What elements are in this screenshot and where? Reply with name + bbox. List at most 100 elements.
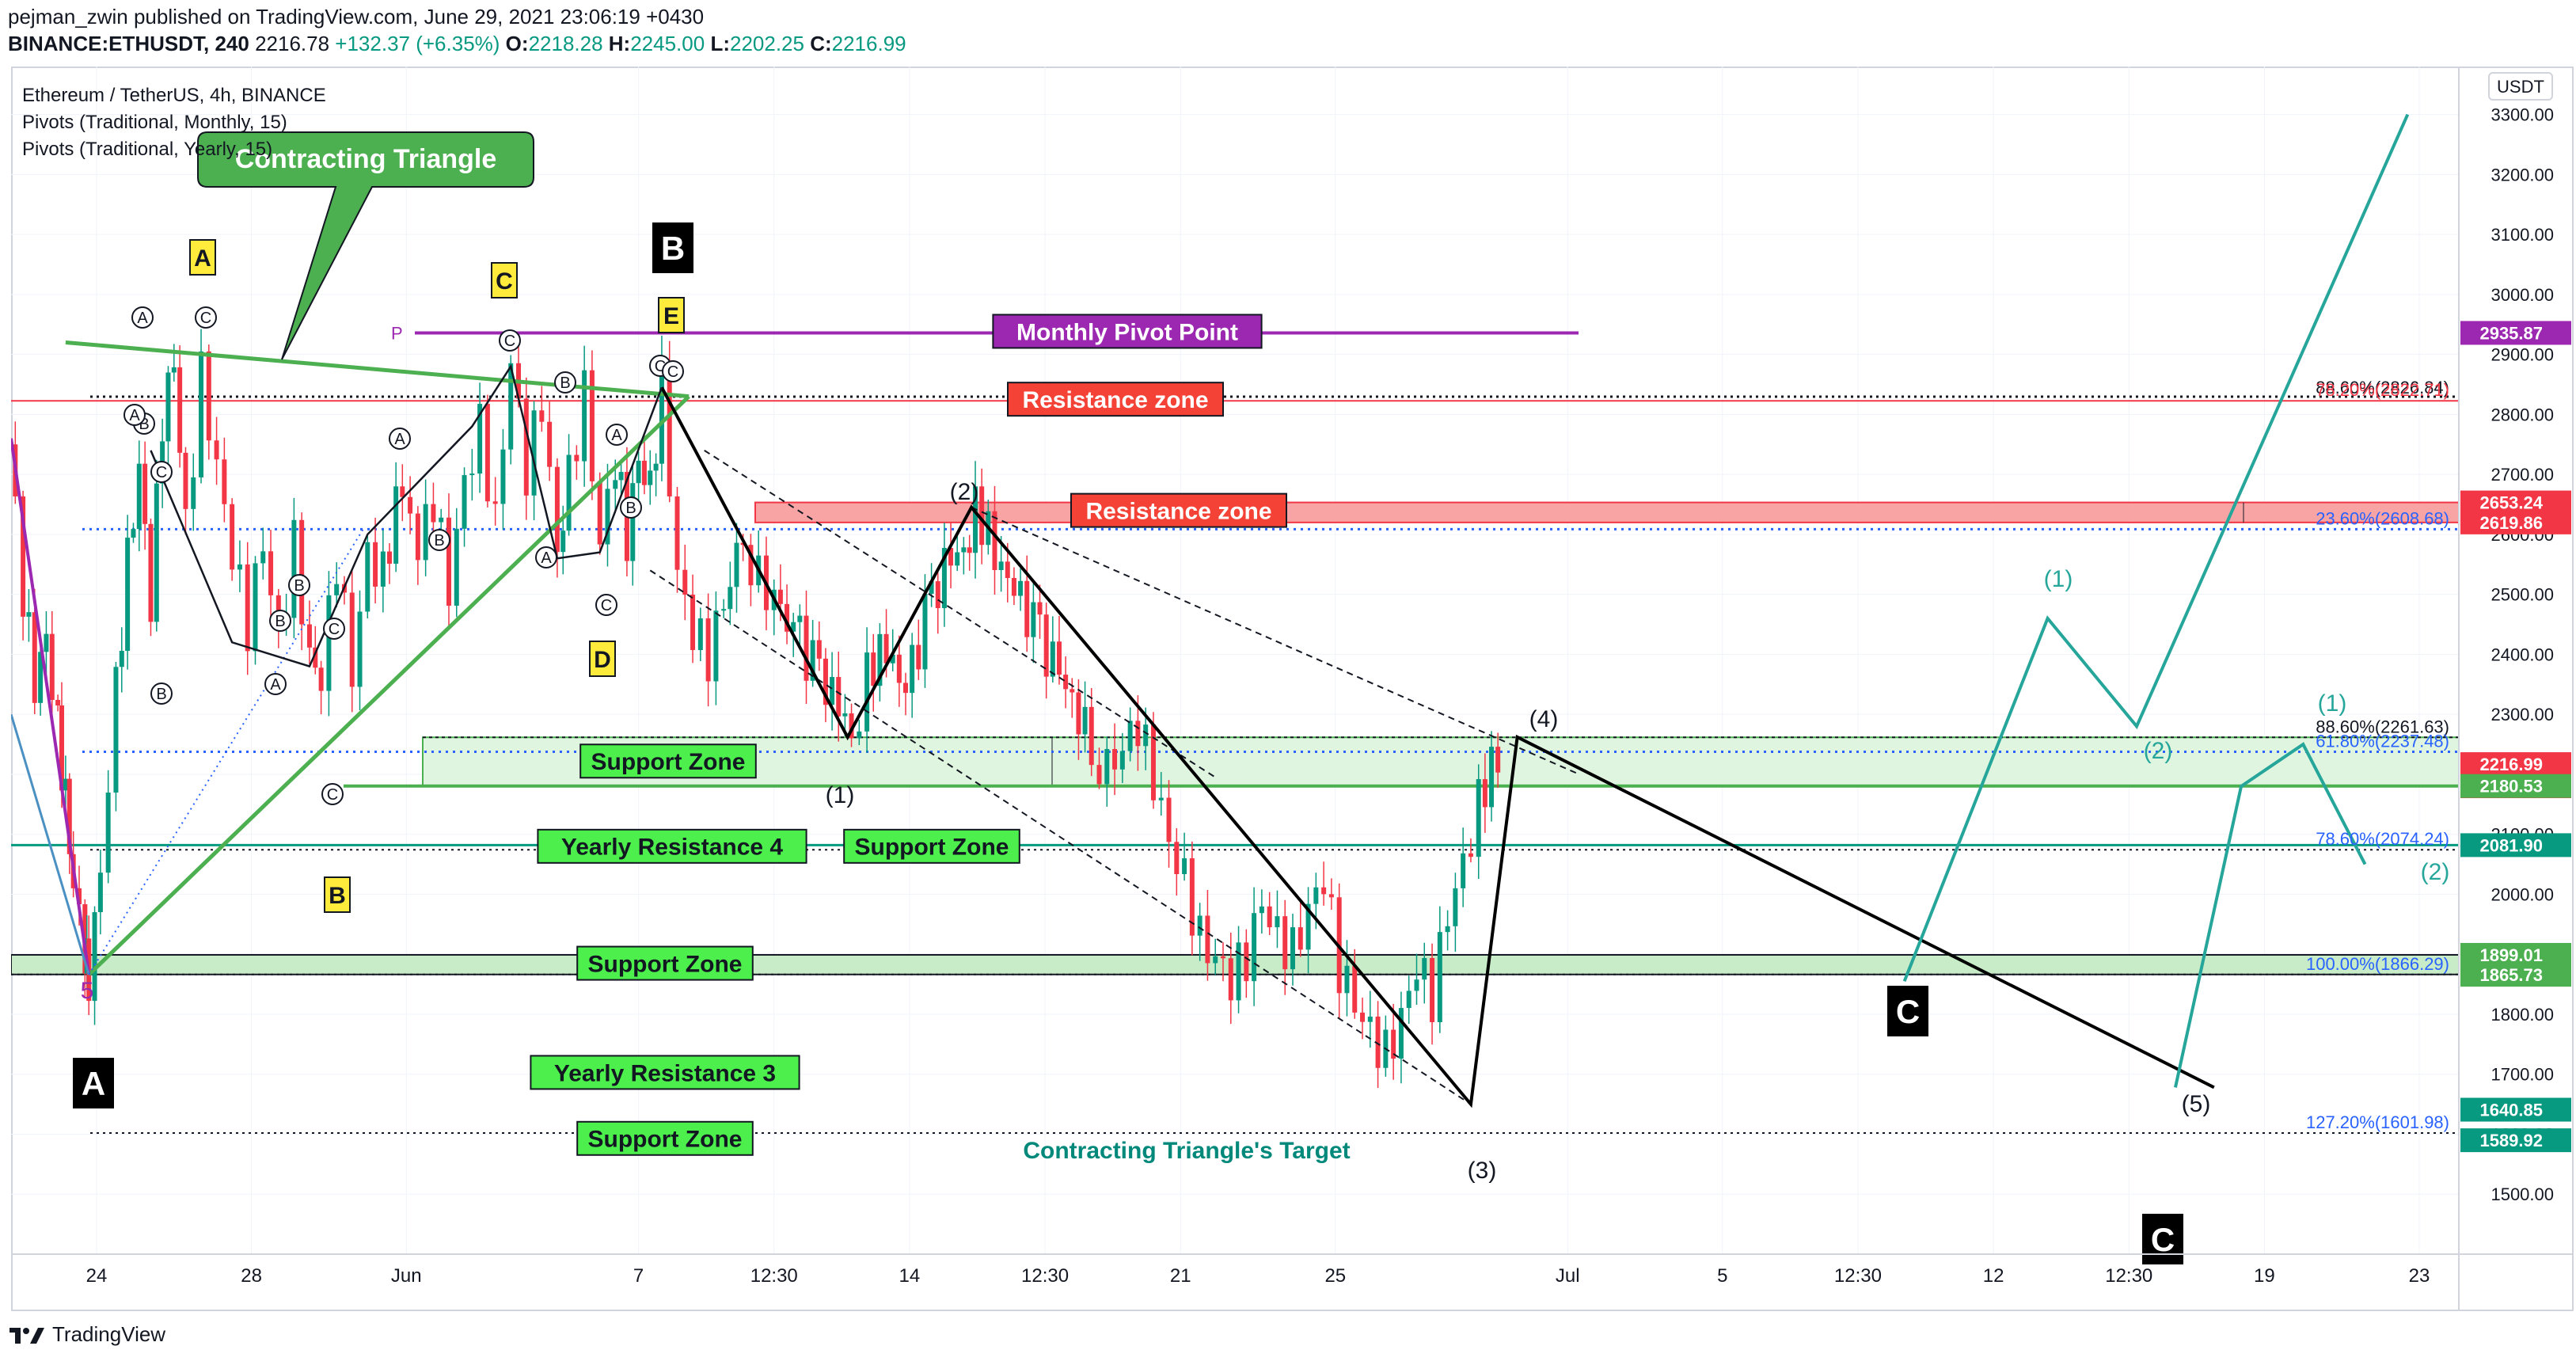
candle-body [63,778,68,791]
wave-e-yellow-bg [658,297,685,333]
time-tick-label: 28 [241,1265,262,1287]
candle-body [1043,614,1049,677]
price-change: +132.37 (+6.35%) [335,32,500,55]
candle-body [721,609,727,611]
candle-body [1352,965,1358,1013]
fib-label-6: 100.00%(1866.29) [2306,954,2449,974]
circled-wave-12-ring [389,428,411,450]
triangle-upper-line [65,340,690,399]
candle-body [446,517,451,606]
time-tick-label: 12:30 [750,1265,798,1287]
candle-body [705,618,711,682]
price-chart[interactable]: P Contracting Triangle Monthly Pivot Point… [11,67,2574,1311]
candle-body [1252,913,1257,982]
candle-body [253,563,258,652]
candle-body [554,466,560,553]
circled-wave-1: C [200,310,211,327]
footer-brand: TradingView [52,1322,166,1346]
candle-body [998,561,1004,570]
pivot-p-label: P [391,323,403,343]
candle-body [171,367,177,373]
candle-body [785,603,790,632]
circled-wave-19: C [329,621,340,638]
price-tick-label: 2500.00 [2491,585,2554,605]
circled-wave-20-ring [269,610,291,632]
support-zone-label-2: Support Zone [855,835,1009,861]
candle-body [653,463,659,471]
candle-body [539,410,545,422]
circled-wave-18: C [667,363,678,381]
candle-body [842,713,848,717]
candle-body [871,652,876,686]
candle-body [1414,979,1419,991]
candle-body [613,480,618,489]
price-tick-label: 2700.00 [2491,465,2554,485]
candle-body [922,593,928,670]
candle-body [1430,957,1435,1023]
candle-body [508,363,514,450]
close-label: C: [810,32,832,55]
candle-body [1182,857,1187,874]
impulse-line [11,438,91,975]
wave-d-yellow-bg [589,641,616,677]
circled-wave-17-ring [620,496,642,519]
candle-body [1031,602,1036,637]
candle-body [313,647,318,668]
price-tag-3: 2216.99 [2479,755,2543,774]
candle-body [1005,561,1010,579]
candle-body [1135,721,1141,747]
candle-body [206,351,211,441]
candle-body [500,449,506,504]
fib-label-2: 23.60%(2608.68) [2316,508,2449,528]
price-tick-label: 3300.00 [2491,105,2554,125]
candle-body [910,644,915,694]
wave-2-teal: (2) [2144,738,2173,764]
circled-wave-14: A [541,549,552,567]
candle-body [857,731,862,739]
candle-body [1143,724,1149,747]
price-tick-label: 2000.00 [2491,884,2554,904]
candle-body [574,454,579,462]
price-tick-label: 2900.00 [2491,345,2554,365]
candle-body [326,595,332,691]
circled-wave-11-ring [321,783,344,805]
candle-body [1259,906,1264,914]
candle-body [1267,906,1272,928]
candle-body [948,548,954,566]
price-tag-bg-7 [2460,963,2571,987]
candle-body [1236,942,1241,1001]
wave-2-teal-2: (2) [2421,859,2450,885]
support-zone-label-4-bg [576,1120,754,1156]
wave-b-yellow: B [329,883,346,909]
candle-body [935,581,940,609]
candle-body [237,564,242,570]
candle-body [597,481,602,545]
wave-a-black: A [82,1065,105,1102]
candle-body [393,486,399,564]
candle-body [955,552,960,566]
time-tick-label: 23 [2409,1265,2430,1287]
candle-body [1406,990,1411,1009]
yearly-r4-label: Yearly Resistance 4 [561,835,784,861]
support-zone-label-3: Support Zone [588,951,743,977]
price-tag-8: 1640.85 [2479,1101,2543,1120]
time-tick-label: 12:30 [1021,1265,1069,1287]
circled-wave-7: C [156,464,167,481]
candle-body [1422,957,1427,980]
candle-body [299,519,305,625]
wave-projection-black [660,386,2215,1108]
candle-body [961,547,967,553]
candle-body [1445,926,1450,933]
footer: TradingView [8,1322,165,1347]
candle-body [674,496,680,570]
time-tick-label: 24 [86,1265,108,1287]
wave-a-yellow: A [194,245,211,272]
candle-body [1275,916,1280,928]
circled-wave-0-ring [131,306,154,329]
candle-body [415,513,420,561]
circled-wave-3: C [504,333,515,350]
candle-body [797,615,803,622]
candle-body [903,682,909,694]
price-tag-2: 2619.86 [2479,513,2543,533]
time-tick-label: 21 [1170,1265,1191,1287]
